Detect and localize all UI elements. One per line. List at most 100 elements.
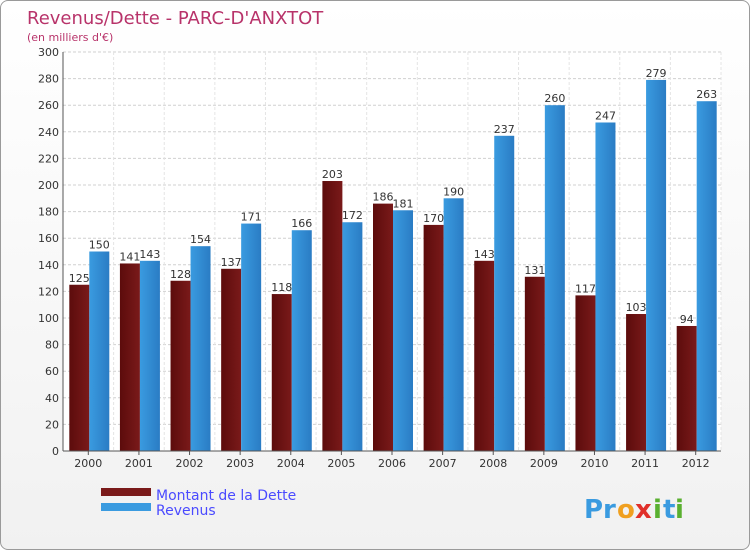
bar-revenus-2009 — [544, 105, 565, 451]
bar-revenus-2010 — [595, 122, 616, 452]
bar-dette-2001 — [119, 263, 140, 451]
x-tick-label: 2006 — [378, 457, 406, 470]
logo-letter: r — [603, 495, 616, 525]
value-label-dette: 186 — [373, 191, 394, 204]
x-tick-label: 2011 — [631, 457, 659, 470]
value-label-dette: 128 — [170, 268, 191, 281]
value-label-dette: 143 — [474, 248, 495, 261]
logo-letter: i — [675, 495, 684, 525]
x-tick-label: 2004 — [277, 457, 305, 470]
value-label-revenus: 260 — [544, 92, 565, 105]
value-label-revenus: 154 — [190, 233, 211, 246]
bar-revenus-2011 — [646, 79, 667, 452]
y-tick-label: 140 — [38, 259, 59, 272]
bar-dette-2000 — [69, 284, 90, 451]
y-tick-label: 240 — [38, 126, 59, 139]
y-tick-label: 0 — [52, 445, 59, 458]
y-tick-label: 160 — [38, 232, 59, 245]
x-tick-label: 2001 — [125, 457, 153, 470]
x-tick-label: 2010 — [580, 457, 608, 470]
y-tick-label: 260 — [38, 99, 59, 112]
bar-dette-2004 — [271, 294, 292, 451]
bar-revenus-2007 — [443, 198, 464, 451]
chart-title: Revenus/Dette - PARC-D'ANXTOT — [27, 8, 324, 29]
value-label-revenus: 150 — [89, 239, 110, 252]
bar-revenus-2006 — [393, 210, 413, 451]
logo-letter: o — [617, 495, 635, 525]
bar-revenus-2000 — [89, 251, 110, 451]
value-label-revenus: 172 — [342, 209, 363, 222]
value-label-dette: 170 — [423, 212, 444, 225]
bar-dette-2007 — [423, 224, 444, 451]
value-label-revenus: 171 — [241, 211, 262, 224]
y-tick-label: 220 — [38, 152, 59, 165]
bar-revenus-2001 — [139, 260, 160, 451]
bar-revenus-2012 — [696, 101, 717, 452]
bar-revenus-2004 — [291, 230, 312, 451]
logo-letter: P — [584, 495, 603, 525]
legend-label-revenus: Revenus — [156, 503, 216, 519]
x-tick-label: 2003 — [226, 457, 254, 470]
legend-label-dette: Montant de la Dette — [156, 488, 296, 504]
bar-revenus-2003 — [241, 223, 262, 451]
value-label-dette: 203 — [322, 168, 343, 181]
x-tick-label: 2000 — [74, 457, 102, 470]
value-label-dette: 94 — [680, 313, 694, 326]
bar-dette-2002 — [170, 280, 191, 451]
y-tick-label: 300 — [38, 46, 59, 59]
value-label-dette: 125 — [69, 272, 90, 285]
y-tick-label: 60 — [45, 365, 59, 378]
legend-swatch-revenus — [101, 503, 151, 511]
value-label-dette: 103 — [626, 301, 647, 314]
value-label-dette: 117 — [575, 282, 596, 295]
y-tick-label: 180 — [38, 206, 59, 219]
y-tick-label: 40 — [45, 392, 59, 405]
bar-dette-2009 — [524, 276, 545, 451]
value-label-dette: 118 — [271, 281, 292, 294]
x-tick-label: 2005 — [327, 457, 355, 470]
legend-swatch-dette — [101, 488, 151, 496]
bar-dette-2008 — [474, 260, 495, 451]
x-tick-label: 2007 — [429, 457, 457, 470]
chart-subtitle: (en milliers d'€) — [27, 31, 113, 44]
x-tick-label: 2012 — [682, 457, 710, 470]
value-label-revenus: 247 — [595, 109, 616, 122]
legend: Montant de la Dette Revenus — [101, 488, 296, 519]
bar-dette-2010 — [575, 295, 596, 451]
value-label-revenus: 279 — [646, 67, 667, 80]
logo-letter: i — [653, 495, 662, 525]
bar-revenus-2005 — [342, 222, 363, 451]
axis-layer: 0 20 40 60 80 100 120 140 160 180 200 220 240 260 280 3… — [38, 46, 721, 470]
logo-letter: t — [663, 495, 675, 525]
value-label-dette: 137 — [221, 256, 242, 269]
value-label-revenus: 190 — [443, 185, 464, 198]
value-label-dette: 141 — [119, 250, 140, 263]
value-label-revenus: 166 — [291, 217, 312, 230]
bar-dette-2012 — [676, 325, 697, 451]
bar-dette-2003 — [221, 268, 242, 451]
y-tick-label: 200 — [38, 179, 59, 192]
x-tick-label: 2002 — [176, 457, 204, 470]
bar-dette-2006 — [373, 203, 393, 451]
y-tick-label: 280 — [38, 73, 59, 86]
y-tick-label: 80 — [45, 339, 59, 352]
y-tick-label: 20 — [45, 418, 59, 431]
x-tick-label: 2008 — [479, 457, 507, 470]
bars-layer — [69, 79, 717, 452]
value-label-revenus: 143 — [139, 248, 160, 261]
y-tick-label: 120 — [38, 285, 59, 298]
x-tick-label: 2009 — [530, 457, 558, 470]
bar-dette-2011 — [626, 314, 647, 451]
bar-dette-2005 — [322, 181, 343, 451]
value-label-dette: 131 — [524, 264, 545, 277]
value-label-revenus: 263 — [696, 88, 717, 101]
value-label-revenus: 237 — [494, 123, 515, 136]
y-tick-label: 100 — [38, 312, 59, 325]
bar-revenus-2002 — [190, 246, 211, 451]
value-label-revenus: 181 — [393, 197, 414, 210]
bar-revenus-2008 — [494, 135, 515, 452]
